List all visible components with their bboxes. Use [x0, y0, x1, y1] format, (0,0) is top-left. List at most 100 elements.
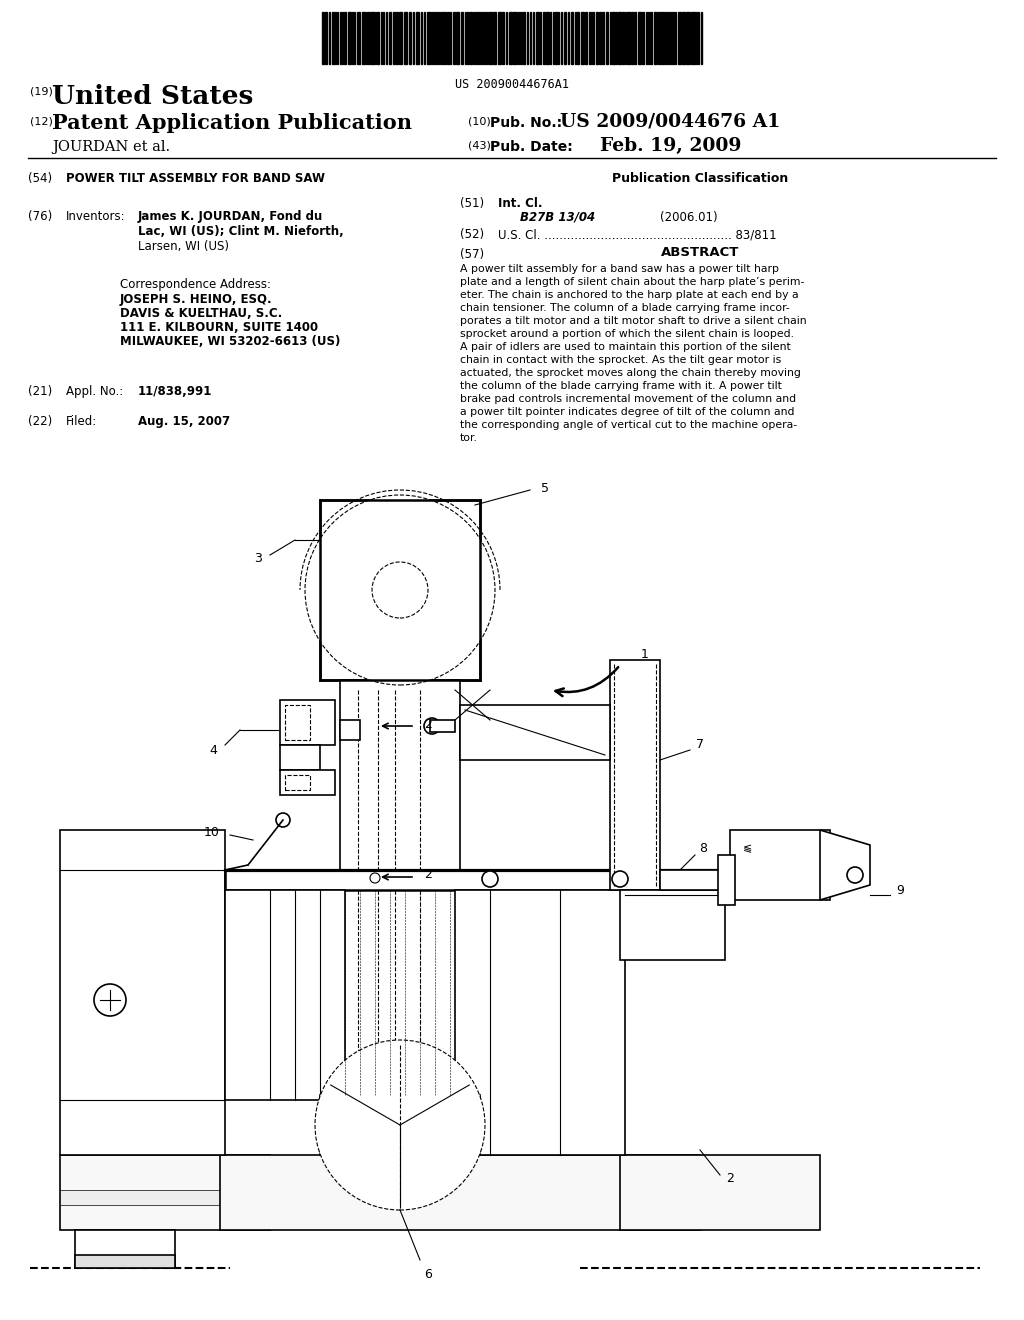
Text: ABSTRACT: ABSTRACT	[660, 246, 739, 259]
Text: POWER TILT ASSEMBLY FOR BAND SAW: POWER TILT ASSEMBLY FOR BAND SAW	[66, 172, 325, 185]
Bar	[678, 12, 681, 63]
Bar	[631, 12, 633, 63]
Bar	[730, 830, 830, 900]
Bar	[447, 12, 449, 63]
Text: (12): (12)	[30, 116, 53, 125]
Bar	[285, 705, 310, 741]
Text: Lac, WI (US); Clint M. Nieforth,: Lac, WI (US); Clint M. Nieforth,	[138, 224, 344, 238]
Text: Appl. No.:: Appl. No.:	[66, 385, 123, 399]
Bar	[344, 12, 346, 63]
Bar	[592, 12, 594, 63]
Bar	[493, 12, 496, 63]
Bar	[638, 12, 641, 63]
Bar	[622, 12, 624, 63]
Text: James K. JOURDAN, Fond du: James K. JOURDAN, Fond du	[138, 210, 324, 223]
Bar	[498, 12, 501, 63]
Text: Aug. 15, 2007: Aug. 15, 2007	[138, 414, 230, 428]
Bar	[280, 700, 335, 744]
Text: (10): (10)	[468, 116, 490, 125]
Text: the column of the blade carrying frame with it. A power tilt: the column of the blade carrying frame w…	[460, 381, 782, 391]
Circle shape	[315, 1040, 485, 1210]
Bar	[612, 12, 615, 63]
Bar	[581, 12, 584, 63]
Text: porates a tilt motor and a tilt motor shaft to drive a silent chain: porates a tilt motor and a tilt motor sh…	[460, 315, 807, 326]
Text: 6: 6	[424, 1269, 432, 1282]
Text: United States: United States	[52, 84, 253, 110]
Bar	[362, 12, 365, 63]
Bar	[665, 12, 667, 63]
Bar	[662, 12, 664, 63]
Text: (57): (57)	[460, 248, 484, 261]
Bar	[60, 1155, 270, 1230]
Bar	[585, 12, 587, 63]
Bar	[564, 12, 566, 63]
Bar	[319, 1096, 480, 1155]
Bar	[332, 12, 334, 63]
Bar	[319, 500, 480, 680]
Text: JOSEPH S. HEINO, ESQ.: JOSEPH S. HEINO, ESQ.	[120, 293, 272, 306]
Circle shape	[424, 718, 440, 734]
Text: ⫹: ⫹	[743, 843, 753, 853]
Text: Filed:: Filed:	[66, 414, 97, 428]
Bar	[599, 12, 601, 63]
Bar	[502, 12, 504, 63]
Bar	[577, 12, 579, 63]
Bar	[377, 12, 379, 63]
Polygon shape	[820, 830, 870, 900]
Text: 9: 9	[896, 883, 904, 896]
Bar	[442, 12, 444, 63]
Circle shape	[847, 867, 863, 883]
Text: 2: 2	[424, 869, 432, 882]
Bar	[602, 12, 604, 63]
Text: (54): (54)	[28, 172, 52, 185]
Bar	[368, 12, 370, 63]
Circle shape	[612, 871, 628, 887]
Bar	[430, 719, 455, 733]
Bar	[456, 12, 459, 63]
Bar	[225, 870, 720, 890]
Text: MILWAUKEE, WI 53202-6613 (US): MILWAUKEE, WI 53202-6613 (US)	[120, 335, 340, 348]
Bar	[718, 855, 735, 906]
Text: Patent Application Publication: Patent Application Publication	[52, 114, 412, 133]
Bar	[461, 12, 463, 63]
Text: Pub. Date:: Pub. Date:	[490, 140, 572, 154]
Text: B27B 13/04: B27B 13/04	[520, 211, 595, 224]
Bar	[470, 12, 472, 63]
Bar	[396, 12, 398, 63]
Bar	[371, 12, 374, 63]
Bar	[416, 12, 419, 63]
Text: U.S. Cl. .................................................. 83/811: U.S. Cl. ...............................…	[498, 228, 776, 242]
Bar	[686, 12, 689, 63]
Text: chain tensioner. The column of a blade carrying frame incor-: chain tensioner. The column of a blade c…	[460, 304, 790, 313]
Text: (76): (76)	[28, 210, 52, 223]
Bar	[60, 1191, 270, 1205]
Text: (19): (19)	[30, 87, 53, 96]
Bar	[555, 12, 557, 63]
Text: 7: 7	[696, 738, 705, 751]
Text: Inventors:: Inventors:	[66, 210, 126, 223]
Text: the corresponding angle of vertical cut to the machine opera-: the corresponding angle of vertical cut …	[460, 420, 797, 430]
Text: Larsen, WI (US): Larsen, WI (US)	[138, 240, 229, 253]
Bar	[620, 1155, 820, 1230]
Bar	[60, 830, 225, 1155]
Circle shape	[370, 873, 380, 883]
Bar	[322, 12, 324, 63]
Bar	[650, 12, 652, 63]
Bar	[220, 1155, 700, 1230]
Text: Int. Cl.: Int. Cl.	[498, 197, 543, 210]
Bar	[509, 12, 512, 63]
Bar	[399, 12, 402, 63]
Bar	[477, 12, 479, 63]
Bar	[389, 12, 391, 63]
Text: (43): (43)	[468, 140, 490, 150]
Text: 4: 4	[209, 743, 217, 756]
Text: 8: 8	[699, 842, 707, 854]
Bar	[489, 12, 492, 63]
Text: sprocket around a portion of which the silent chain is looped.: sprocket around a portion of which the s…	[460, 329, 794, 339]
Bar	[606, 12, 608, 63]
Text: tor.: tor.	[460, 433, 478, 444]
Bar	[453, 12, 455, 63]
Bar	[672, 12, 674, 63]
Circle shape	[276, 813, 290, 828]
Text: A pair of idlers are used to maintain this portion of the silent: A pair of idlers are used to maintain th…	[460, 342, 791, 352]
